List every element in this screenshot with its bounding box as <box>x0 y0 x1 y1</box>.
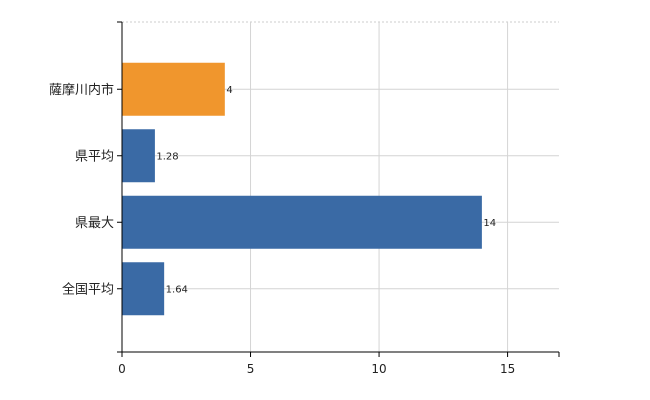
bar <box>122 262 165 316</box>
data-label: 4 <box>226 85 232 96</box>
data-label: 1.64 <box>166 284 188 295</box>
bars-layer <box>122 62 482 316</box>
x-tick-label: 5 <box>247 362 255 376</box>
data-label: 1.28 <box>156 151 178 162</box>
category-label: 全国平均 <box>62 281 114 297</box>
bar <box>122 195 482 249</box>
bar <box>122 129 155 183</box>
data-label: 14 <box>483 218 496 229</box>
x-tick-label: 10 <box>371 362 386 376</box>
x-tick-label: 15 <box>500 362 515 376</box>
axis-layer <box>117 21 560 357</box>
bar <box>122 62 225 116</box>
x-tick-label: 0 <box>118 362 126 376</box>
category-label: 県最大 <box>75 216 114 231</box>
category-label: 薩摩川内市 <box>49 82 114 98</box>
category-label: 県平均 <box>75 149 114 164</box>
labels-layer: 4 薩摩川内市 1.28 県平均 14 県最大 1.64 全国平均 0 5 10 15 <box>49 82 515 376</box>
